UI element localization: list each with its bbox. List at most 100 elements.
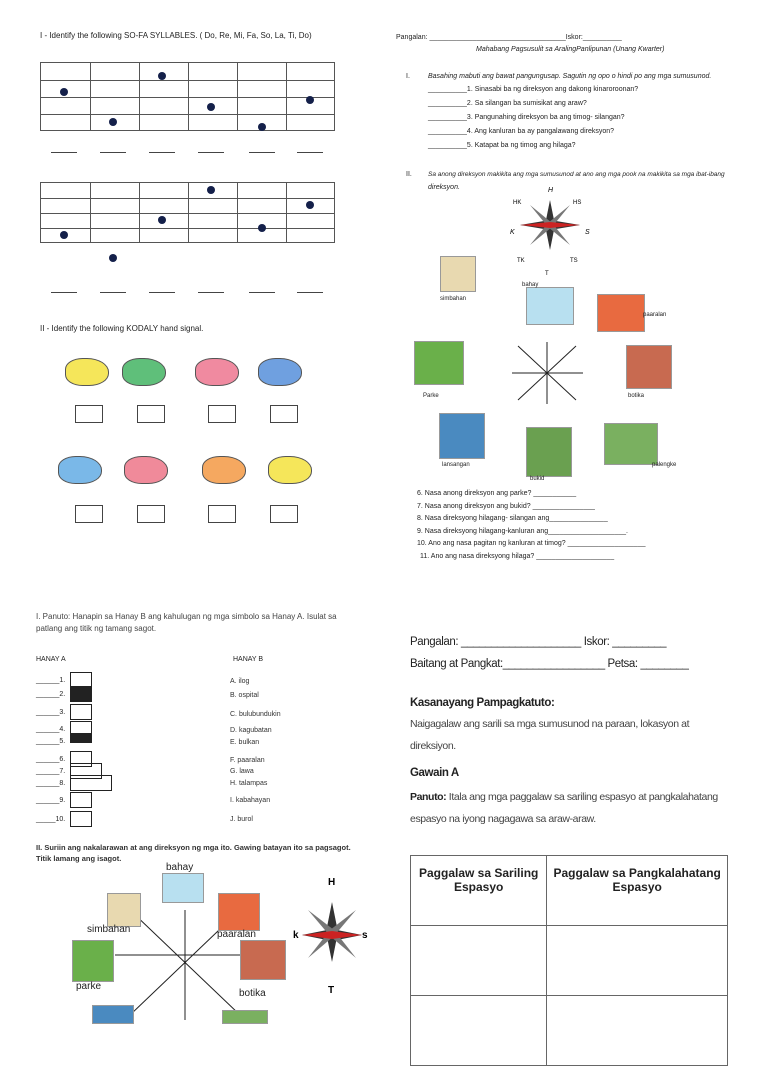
answer-blank[interactable] [198,152,224,153]
direction-arrows-icon [512,342,583,404]
compass-e: s [362,930,368,941]
compass-s: T [545,271,549,277]
column-a-item[interactable]: ______5. [36,738,66,745]
column-b-item: I. kabahayan [230,797,271,804]
answer-blank[interactable] [51,152,77,153]
answer-blank[interactable] [297,292,323,293]
column-b-item: G. lawa [230,768,254,775]
skill-text: Naigagalaw ang sarili sa mga sumusunod n… [410,718,690,730]
music-note [258,123,266,131]
name-field[interactable]: Pangalan: ____________________ Iskor: __… [410,636,667,648]
answer-box[interactable] [75,505,103,523]
bukid-label: bukid [530,476,545,482]
botika-image [626,345,672,389]
answer-blank[interactable] [249,292,275,293]
answer-blank[interactable] [198,292,224,293]
grade-date-field[interactable]: Baitang at Pangkat:_________________ Pet… [410,658,689,670]
table-cell[interactable] [409,925,548,996]
parke-image [72,940,114,982]
question-item: 9. Nasa direksyong hilagang-kanluran ang… [417,527,628,535]
bukid-image [526,427,572,477]
map-symbol-icon [70,686,92,702]
name-field[interactable]: Pangalan: ______________________________… [396,34,622,41]
simbahan-image [440,256,476,292]
column-a-item[interactable]: ______7. [36,768,66,775]
answer-blank[interactable] [297,152,323,153]
answer-blank[interactable] [51,292,77,293]
answer-box[interactable] [137,405,165,423]
botika-image [240,940,286,980]
answer-blank[interactable] [249,152,275,153]
table-cell[interactable] [546,925,728,996]
paaralan-label: paaralan [217,929,256,940]
column-a-item[interactable]: ______6. [36,756,66,763]
column-a-item[interactable]: ______1. [36,677,66,684]
simbahan-label: simbahan [440,296,467,302]
part-number: II. [406,171,412,178]
music-note [306,201,314,209]
column-b-header: HANAY B [233,656,264,663]
botika-label: botika [628,393,645,399]
answer-blank[interactable] [100,152,126,153]
part2-instructions-cont: direksyon. [428,184,460,191]
compass-w: K [510,229,515,236]
column-a-item[interactable]: ______3. [36,709,66,716]
music-note [306,96,314,104]
subtitle: Mahabang Pagsusulit sa AralingPanlipunan… [476,46,665,53]
music-note [207,186,215,194]
skill-title: Kasanayang Pampagkatuto: [410,697,555,709]
bahay-label: bahay [522,282,539,288]
table-header: Paggalaw sa Sariling Espasyo [409,855,548,926]
match-instructions: I. Panuto: Hanapin sa Hanay B ang kahulu… [36,612,337,621]
column-a-item[interactable]: ______4. [36,726,66,733]
answer-box[interactable] [75,405,103,423]
compass-rose-icon: H k s T [293,877,368,996]
map-symbol-icon [70,733,92,743]
music-note [158,72,166,80]
compass-e: S [585,229,590,236]
part1-instructions: Basahing mabuti ang bawat pangungusap. S… [428,73,712,80]
part-number: I. [406,73,410,80]
answer-box[interactable] [270,405,298,423]
table-cell[interactable] [409,995,548,1066]
paaralan-image [597,294,645,332]
music-note [109,118,117,126]
column-b-item: D. kagubatan [230,727,272,734]
answer-blank[interactable] [149,152,175,153]
simbahan-image [107,893,141,927]
simbahan-label: simbahan [87,924,131,935]
hand-signal-icon [202,456,246,484]
compass-w: k [293,930,299,941]
panuto-text: Itala ang mga paggalaw sa sariling espas… [446,791,718,803]
map-symbol-icon [70,763,102,779]
music-note [158,216,166,224]
compass-ne: HS [573,200,581,206]
answer-box[interactable] [137,505,165,523]
music-note [258,224,266,232]
question-item: __________2. Sa silangan ba sumisikat an… [428,100,587,107]
answer-box[interactable] [270,505,298,523]
answer-box[interactable] [208,505,236,523]
column-b-item: C. bulubundukin [230,711,281,718]
compass-se: TS [570,258,578,264]
question-item: __________3. Pangunahing direksyon ba an… [428,114,625,121]
column-a-item[interactable]: ______8. [36,780,66,787]
answer-box[interactable] [208,405,236,423]
hand-signal-icon [65,358,109,386]
answer-blank[interactable] [149,292,175,293]
answer-blank[interactable] [100,292,126,293]
table-cell[interactable] [546,995,728,1066]
question-item: 8. Nasa direksyong hilagang- silangan an… [417,515,608,522]
column-a-item[interactable]: ______2. [36,691,66,698]
column-a-item[interactable]: _____10. [36,816,66,823]
column-b-item: J. burol [230,816,253,823]
lansangan-image [439,413,485,459]
map-symbol-icon [70,704,92,720]
palengke-label: palengke [652,462,677,468]
column-a-item[interactable]: ______9. [36,797,66,804]
map-symbol-icon [70,751,92,767]
bahay-image [526,287,574,325]
parke-image [414,341,464,385]
bahay-label: bahay [166,862,194,873]
solfa-title: I - Identify the following SO-FA SYLLABL… [40,31,312,40]
